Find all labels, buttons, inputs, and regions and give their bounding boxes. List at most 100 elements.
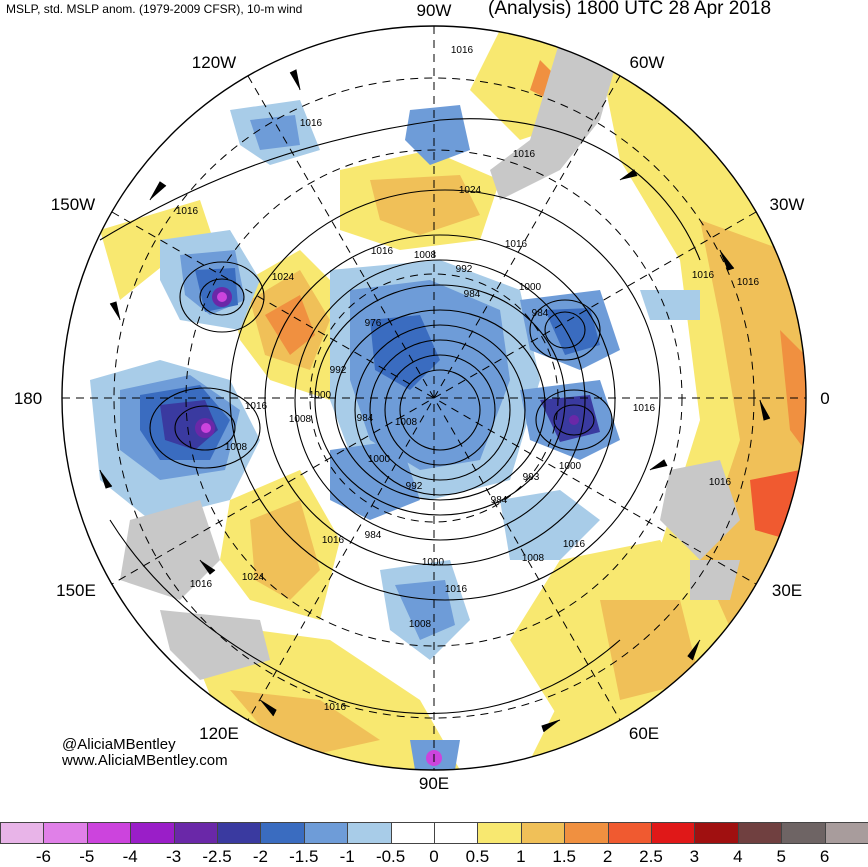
isobar-label: 1008 xyxy=(225,442,248,453)
colorbar-tick-label: 0.5 xyxy=(465,847,490,866)
map-disk xyxy=(62,26,806,770)
isobar-label: 984 xyxy=(491,495,508,506)
colorbar-tick-label: 3 xyxy=(689,847,700,866)
isobar-label: 976 xyxy=(365,318,382,329)
colorbar-swatch xyxy=(130,822,175,844)
colorbar-tick-label: 1 xyxy=(516,847,526,866)
isobars xyxy=(99,118,701,714)
isobar-label: 1008 xyxy=(522,553,545,564)
isobar-label: 1008 xyxy=(289,414,312,425)
isobar-label: 1008 xyxy=(414,250,437,261)
isobar-label: 984 xyxy=(464,289,481,300)
colorbar-swatch xyxy=(390,822,435,844)
isobar-label: 1016 xyxy=(505,239,528,250)
colorbar-swatch xyxy=(824,822,868,844)
colorbar-tick-label: 4 xyxy=(733,847,743,866)
lon-label-150w: 150W xyxy=(51,195,95,214)
isobar-label: 1016 xyxy=(737,277,760,288)
colorbar-swatch xyxy=(173,822,218,844)
colorbar: -6 -5 -4 -3 -2.5 -2 -1.5 -1 -0.5 0 0.5 1 1.5 2 2.5 3 4 5 6 xyxy=(0,822,868,866)
isobar-label: 1016 xyxy=(709,477,732,488)
colorbar-swatch xyxy=(347,822,392,844)
colorbar-swatch xyxy=(260,822,305,844)
colorbar-swatch xyxy=(607,822,652,844)
polar-map: 90W 60W 30W 0 30E 60E 90E 120E 150E 180 … xyxy=(14,1,830,793)
isobar-label: 1016 xyxy=(190,579,213,590)
colorbar-swatch xyxy=(781,822,826,844)
colorbar-tick-label: -6 xyxy=(35,847,51,866)
colorbar-tick-label: -2.5 xyxy=(202,847,232,866)
colorbar-tick-label: -1.5 xyxy=(289,847,319,866)
credit-website: www.AliciaMBentley.com xyxy=(62,752,228,769)
lon-label-30w: 30W xyxy=(770,195,805,214)
isobar-label: 1016 xyxy=(563,539,586,550)
map-boundary xyxy=(61,25,807,771)
lon-label-90e: 90E xyxy=(419,774,449,793)
isobar-label: 1016 xyxy=(513,149,536,160)
isobar-labels: 1016 1016 1016 1024 1016 1016 1008 992 9… xyxy=(176,45,760,713)
lon-label-120w: 120W xyxy=(192,53,236,72)
colorbar-swatch xyxy=(217,822,262,844)
colorbar-tick-label: 2.5 xyxy=(639,847,663,866)
colorbar-tick-label: -4 xyxy=(122,847,138,866)
credit-handle: @AliciaMBentley xyxy=(62,736,176,753)
wind-barbs xyxy=(99,69,771,733)
terrain-mask xyxy=(120,40,740,680)
lon-label-180: 180 xyxy=(14,389,42,408)
colorbar-swatch xyxy=(477,822,522,844)
colorbar-swatch xyxy=(86,822,132,844)
colorbar-swatch xyxy=(694,822,739,844)
isobar-label: 992 xyxy=(456,264,473,275)
isobar-label: 1024 xyxy=(272,272,295,283)
isobar-label: 1016 xyxy=(176,206,199,217)
lon-label-0: 0 xyxy=(820,389,829,408)
isobar-label: 1024 xyxy=(242,572,265,583)
colorbar-swatch xyxy=(0,822,45,844)
colorbar-swatch xyxy=(520,822,566,844)
lon-label-150e: 150E xyxy=(56,581,96,600)
isobar-label: 1000 xyxy=(368,454,391,465)
isobar-label: 1016 xyxy=(451,45,474,56)
colorbar-tick-label: -3 xyxy=(166,847,182,866)
isobar-label: 984 xyxy=(365,530,382,541)
isobar-label: 1016 xyxy=(300,118,323,129)
colorbar-tick-label: -1 xyxy=(339,847,355,866)
colorbar-swatch xyxy=(737,822,783,844)
map-title: MSLP, std. MSLP anom. (1979-2009 CFSR), … xyxy=(6,2,303,16)
lon-label-120e: 120E xyxy=(199,724,239,743)
isobar-label: 1024 xyxy=(459,185,482,196)
colorbar-tick-label: 1.5 xyxy=(552,847,577,866)
isobar-label: 1016 xyxy=(633,403,656,414)
isobar-label: 1000 xyxy=(559,461,582,472)
isobar-label: 1016 xyxy=(245,401,268,412)
colorbar-swatch xyxy=(43,822,88,844)
isobar-label: 1000 xyxy=(519,282,542,293)
colorbar-swatch xyxy=(303,822,349,844)
isobar-label: 1000 xyxy=(422,557,445,568)
colorbar-tick-label: 6 xyxy=(819,847,830,866)
isobar-label: 1016 xyxy=(445,584,468,595)
lon-label-60e: 60E xyxy=(629,724,659,743)
graticule xyxy=(62,26,806,770)
isobar-label: 1016 xyxy=(371,246,394,257)
colorbar-tick-label: 5 xyxy=(776,847,786,866)
colorbar-tick-label: -5 xyxy=(79,847,95,866)
colorbar-tick-label: 0 xyxy=(429,847,439,866)
isobar-label: 984 xyxy=(357,413,374,424)
isobar-label: 993 xyxy=(523,472,540,483)
colorbar-tick-label: 2 xyxy=(602,847,613,866)
isobar-label: 992 xyxy=(406,481,423,492)
lon-label-60w: 60W xyxy=(630,53,665,72)
isobar-label: 984 xyxy=(532,308,549,319)
colorbar-swatch xyxy=(564,822,609,844)
isobar-label: 992 xyxy=(330,365,347,376)
isobar-label: 1008 xyxy=(395,417,418,428)
valid-time-title: (Analysis) 1800 UTC 28 Apr 2018 xyxy=(488,0,772,19)
colorbar-tick-label: -2 xyxy=(252,847,268,866)
lon-label-90w: 90W xyxy=(417,1,452,20)
colorbar-tick-label: -0.5 xyxy=(375,847,406,866)
isobar-label: 1000 xyxy=(309,390,332,401)
colorbar-swatch xyxy=(434,822,479,844)
isobar-label: 1016 xyxy=(322,535,345,546)
negative-anomaly-fills xyxy=(90,100,700,770)
